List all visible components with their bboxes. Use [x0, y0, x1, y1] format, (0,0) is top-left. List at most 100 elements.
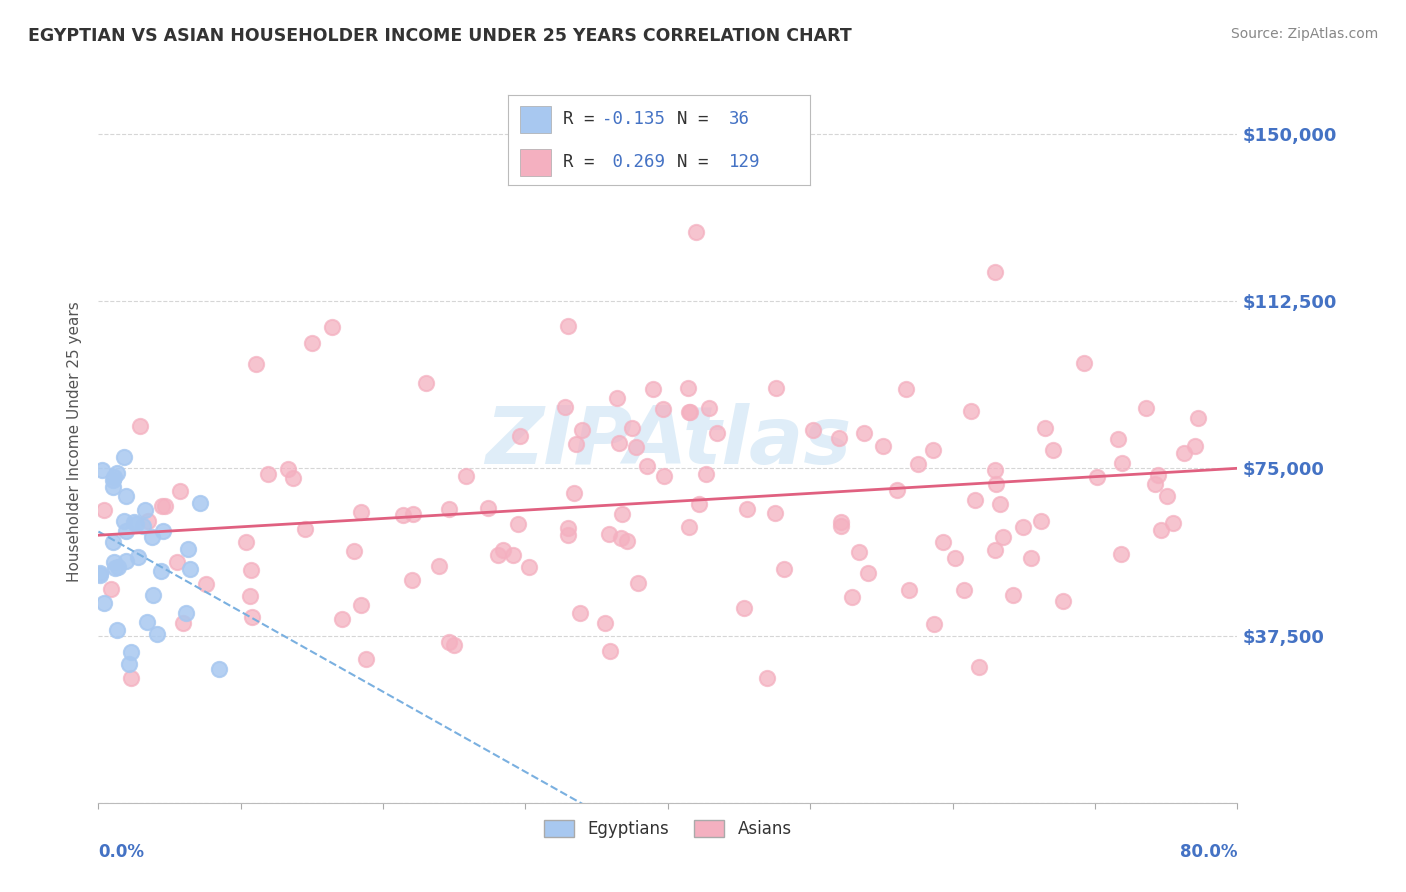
Point [114, 489, 136, 503]
Text: 80.0%: 80.0% [1180, 843, 1237, 861]
Point [104, 560, 127, 574]
Point [569, 606, 592, 620]
Point [321, 320, 343, 334]
Point [107, 467, 129, 481]
Point [803, 423, 825, 437]
Point [115, 554, 138, 568]
Point [830, 515, 852, 529]
Point [93, 503, 115, 517]
Point [651, 402, 673, 417]
Point [89, 568, 111, 582]
Text: EGYPTIAN VS ASIAN HOUSEHOLDER INCOME UNDER 25 YEARS CORRELATION CHART: EGYPTIAN VS ASIAN HOUSEHOLDER INCOME UND… [28, 27, 852, 45]
Point [354, 651, 377, 665]
Point [294, 522, 316, 536]
Point [562, 485, 585, 500]
Point [330, 612, 353, 626]
Point [1135, 401, 1157, 416]
Point [984, 265, 1007, 279]
Point [240, 563, 263, 577]
Point [922, 616, 945, 631]
Point [150, 500, 173, 514]
Point [557, 528, 579, 542]
Point [301, 336, 323, 351]
Point [437, 502, 460, 516]
Point [456, 468, 478, 483]
Point [427, 558, 450, 573]
Point [103, 470, 125, 484]
Point [519, 560, 541, 574]
Point [988, 497, 1011, 511]
Point [401, 508, 423, 522]
Point [848, 544, 870, 558]
Point [984, 463, 1007, 477]
Point [733, 601, 755, 615]
Point [984, 543, 1007, 558]
Point [350, 598, 373, 612]
Point [101, 534, 124, 549]
Point [486, 548, 509, 562]
Point [129, 419, 152, 434]
Point [557, 318, 579, 333]
Point [697, 401, 720, 415]
Point [506, 516, 529, 531]
Point [1002, 588, 1025, 602]
Point [991, 530, 1014, 544]
Point [828, 431, 851, 445]
Point [830, 519, 852, 533]
Point [953, 583, 976, 598]
Point [852, 425, 875, 440]
Point [598, 527, 620, 541]
Point [907, 457, 929, 471]
Point [896, 382, 918, 396]
Point [401, 574, 423, 588]
Point [1042, 443, 1064, 458]
Point [169, 484, 191, 499]
Point [166, 555, 188, 569]
Point [136, 615, 159, 630]
Point [1052, 594, 1074, 608]
Point [239, 589, 262, 603]
Point [620, 421, 643, 435]
Point [1085, 469, 1108, 483]
Point [477, 500, 499, 515]
Point [350, 505, 373, 519]
Point [554, 400, 576, 414]
Point [188, 496, 211, 510]
Point [960, 404, 983, 418]
Point [179, 562, 201, 576]
Point [856, 566, 879, 580]
Point [565, 437, 588, 451]
Point [90, 463, 112, 477]
Point [141, 530, 163, 544]
Point [195, 577, 218, 591]
Text: 0.0%: 0.0% [98, 843, 145, 861]
Text: Source: ZipAtlas.com: Source: ZipAtlas.com [1230, 27, 1378, 41]
Point [245, 357, 267, 371]
Point [437, 635, 460, 649]
Point [695, 467, 717, 481]
Point [685, 225, 707, 239]
Point [984, 477, 1007, 491]
Point [1011, 520, 1033, 534]
Point [89, 566, 111, 581]
Point [125, 517, 148, 532]
Point [593, 615, 616, 630]
Point [624, 441, 647, 455]
Point [872, 439, 894, 453]
Point [1187, 410, 1209, 425]
Point [557, 521, 579, 535]
Point [112, 450, 135, 464]
Point [509, 429, 531, 443]
Point [1161, 516, 1184, 531]
Point [1184, 439, 1206, 453]
Point [641, 382, 664, 396]
Point [1107, 432, 1129, 446]
Point [606, 391, 628, 405]
Point [772, 561, 794, 575]
Point [150, 565, 173, 579]
Point [636, 458, 658, 473]
Point [153, 499, 176, 513]
Point [678, 405, 700, 419]
Text: ZIPAtlas: ZIPAtlas [485, 402, 851, 481]
Point [1019, 550, 1042, 565]
